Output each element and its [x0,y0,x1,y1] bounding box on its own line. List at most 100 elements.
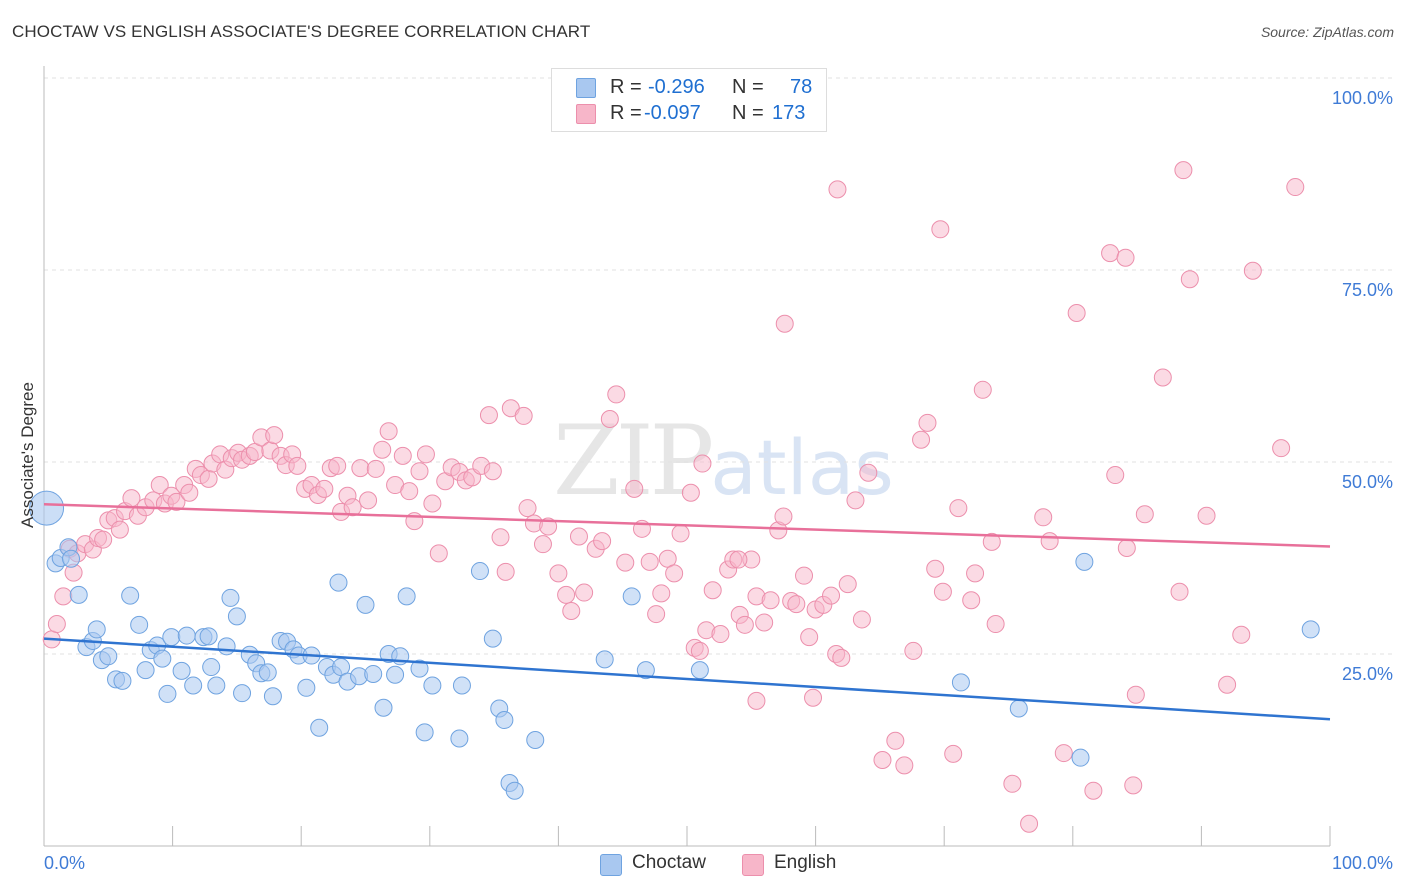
english-point [54,587,73,606]
english-point [393,446,412,465]
choctaw-point [87,620,106,639]
choctaw-point [184,676,203,695]
english-point [735,615,754,634]
english-point [518,499,537,518]
english-point [804,688,823,707]
choctaw-point [177,626,196,645]
english-point [410,462,429,481]
bottom-legend-swatch-english [742,854,764,876]
english-point [859,463,878,482]
english-point [1232,625,1251,644]
english-point [400,482,419,501]
legend-r-label: R = [610,76,642,98]
english-point [1243,261,1262,280]
choctaw-point [207,676,226,695]
english-point [973,380,992,399]
english-point [711,625,730,644]
choctaw-point [364,664,383,683]
english-point [852,610,871,629]
choctaw-point [386,665,405,684]
choctaw-point [136,661,155,680]
english-point [539,517,558,536]
choctaw-points [29,490,1320,800]
english-point [944,744,963,763]
english-point [496,562,515,581]
english-point [607,385,626,404]
choctaw-point [162,628,181,647]
x-tick-label: 0.0% [44,853,85,873]
english-point [600,409,619,428]
choctaw-point [636,661,655,680]
choctaw-point [595,650,614,669]
english-point [1124,776,1143,795]
english-points [42,161,1305,833]
english-point [549,564,568,583]
english-point [1067,304,1086,323]
english-point [886,731,905,750]
choctaw-point [483,629,502,648]
english-point [1286,178,1305,197]
choctaw-point [415,723,434,742]
choctaw-point [221,588,240,607]
english-point [926,559,945,578]
source-credit: Source: ZipAtlas.com [1260,24,1394,40]
english-point [562,601,581,620]
english-point [1020,814,1039,833]
english-point [1106,466,1125,485]
choctaw-point [202,658,221,677]
english-point [351,459,370,478]
english-point [846,491,865,510]
english-point [1034,508,1053,527]
legend-r-value: -0.296 [648,76,705,98]
english-point [94,530,113,549]
english-point [640,552,659,571]
choctaw-point [62,549,81,568]
english-point [982,532,1001,551]
choctaw-point [1009,699,1028,718]
choctaw-point [951,673,970,692]
english-point [1218,675,1237,694]
choctaw-point [470,562,489,581]
choctaw-point [297,678,316,697]
english-point [647,605,666,624]
english-point [787,595,806,614]
choctaw-point [622,587,641,606]
english-point [288,456,307,475]
choctaw-point [495,711,514,730]
english-point [912,430,931,449]
english-point [1153,368,1172,387]
english-point [966,564,985,583]
english-point [199,469,218,488]
english-point [931,220,950,239]
choctaw-point [423,676,442,695]
english-point [665,564,684,583]
tick-labels: 25.0% 50.0% 75.0% 100.0% 0.0% 100.0% [44,88,1393,873]
english-point [167,492,186,511]
english-point [343,498,362,517]
english-point [755,613,774,632]
english-point [1170,582,1189,601]
english-point [1101,244,1120,263]
choctaw-point [263,687,282,706]
english-point [828,180,847,199]
english-point [616,553,635,572]
english-point [1003,774,1022,793]
english-point [514,406,533,425]
english-point [775,314,794,333]
bottom-legend-swatch-choctaw [600,854,622,876]
english-point [652,584,671,603]
english-point [575,583,594,602]
choctaw-point [450,729,469,748]
choctaw-point [113,671,132,690]
choctaw-point [158,684,177,703]
stats-legend: R = -0.296 N = 78 R = -0.097 N = 173 [551,68,827,132]
english-point [1126,685,1145,704]
choctaw-point [172,661,191,680]
english-point [416,445,435,464]
choctaw-point [310,718,329,737]
english-point [838,575,857,594]
choctaw-point [397,587,416,606]
english-point [491,528,510,547]
trend-lines [43,502,1331,721]
